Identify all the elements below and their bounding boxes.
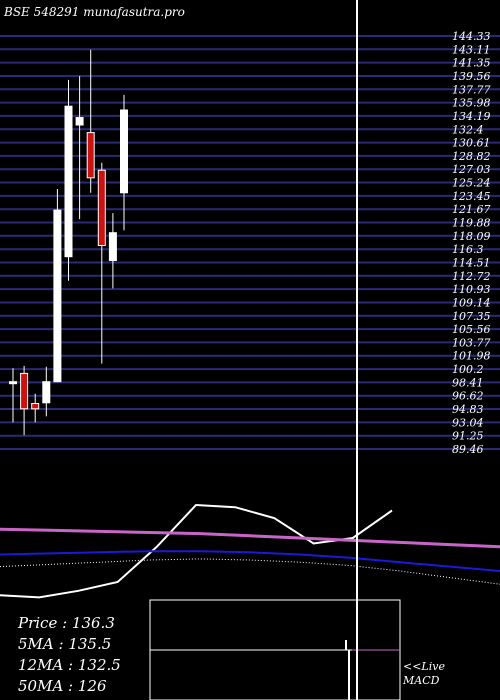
price-tick-label: 132.4 bbox=[452, 123, 484, 136]
indicator-line-ma_blue bbox=[0, 550, 500, 572]
price-tick-label: 107.35 bbox=[452, 310, 491, 323]
price-axis: 144.33143.11141.35139.56137.77135.98134.… bbox=[452, 30, 491, 456]
indicator-line-ma_dotted bbox=[0, 558, 500, 585]
price-tick-label: 143.11 bbox=[452, 43, 491, 56]
candle-body bbox=[64, 105, 73, 258]
live-macd-label: <<Live MACD bbox=[403, 660, 445, 688]
price-tick-label: 135.98 bbox=[452, 97, 491, 110]
price-tick-label: 93.04 bbox=[452, 416, 484, 429]
price-tick-label: 134.19 bbox=[452, 110, 491, 123]
price-tick-label: 137.77 bbox=[452, 83, 491, 96]
candle-body bbox=[31, 403, 40, 410]
price-tick-label: 98.41 bbox=[452, 376, 484, 389]
price-tick-label: 103.77 bbox=[452, 336, 491, 349]
price-tick-label: 118.09 bbox=[452, 230, 491, 243]
candle-body bbox=[9, 381, 17, 385]
price-tick-label: 96.62 bbox=[452, 390, 484, 403]
price-tick-label: 116.3 bbox=[452, 243, 484, 256]
live-label: <<Live bbox=[403, 660, 445, 673]
indicator-line-price bbox=[0, 503, 393, 599]
price-readout: Price : 136.3 bbox=[18, 614, 115, 632]
price-tick-label: 119.88 bbox=[452, 217, 491, 230]
price-tick-label: 91.25 bbox=[452, 430, 484, 443]
candle-body bbox=[20, 372, 29, 410]
candle-body bbox=[53, 209, 62, 383]
price-tick-label: 139.56 bbox=[452, 70, 491, 83]
chart-title: BSE 548291 munafasutra.pro bbox=[4, 5, 185, 19]
candle-body bbox=[42, 381, 51, 404]
price-tick-label: 89.46 bbox=[452, 443, 484, 456]
price-tick-label: 130.61 bbox=[452, 137, 491, 150]
price-tick-label: 109.14 bbox=[452, 297, 491, 310]
candles bbox=[9, 49, 128, 436]
price-grid bbox=[0, 35, 500, 450]
price-tick-label: 94.83 bbox=[452, 403, 484, 416]
price-tick-label: 127.03 bbox=[452, 163, 491, 176]
price-tick-label: 112.72 bbox=[452, 270, 491, 283]
price-tick-label: 123.45 bbox=[452, 190, 491, 203]
info-boxes bbox=[149, 599, 401, 700]
price-tick-label: 110.93 bbox=[452, 283, 491, 296]
price-tick-label: 105.56 bbox=[452, 323, 491, 336]
ma12-readout: 12MA : 132.5 bbox=[18, 656, 121, 674]
price-tick-label: 114.51 bbox=[452, 257, 491, 270]
candle-body bbox=[86, 132, 95, 179]
indicator-panel bbox=[0, 503, 500, 599]
macd-bar bbox=[345, 640, 347, 650]
ma50-readout: 50MA : 126 bbox=[18, 677, 107, 695]
info-panel: Price : 136.3 5MA : 135.5 12MA : 132.5 5… bbox=[18, 613, 121, 697]
ma5-readout: 5MA : 135.5 bbox=[18, 635, 112, 653]
candle-body bbox=[75, 117, 84, 126]
price-tick-label: 144.33 bbox=[452, 30, 491, 43]
candle-body bbox=[97, 169, 106, 246]
macd-bar bbox=[348, 650, 350, 700]
price-tick-label: 121.67 bbox=[452, 203, 491, 216]
candle-body bbox=[108, 232, 117, 261]
macd-label: MACD bbox=[403, 674, 440, 687]
price-tick-label: 141.35 bbox=[452, 57, 491, 70]
price-tick-label: 101.98 bbox=[452, 350, 491, 363]
price-tick-label: 100.2 bbox=[452, 363, 484, 376]
candle-body bbox=[120, 109, 128, 194]
price-tick-label: 125.24 bbox=[452, 177, 491, 190]
price-tick-label: 128.82 bbox=[452, 150, 491, 163]
indicator-line-ma_magenta bbox=[0, 527, 500, 549]
